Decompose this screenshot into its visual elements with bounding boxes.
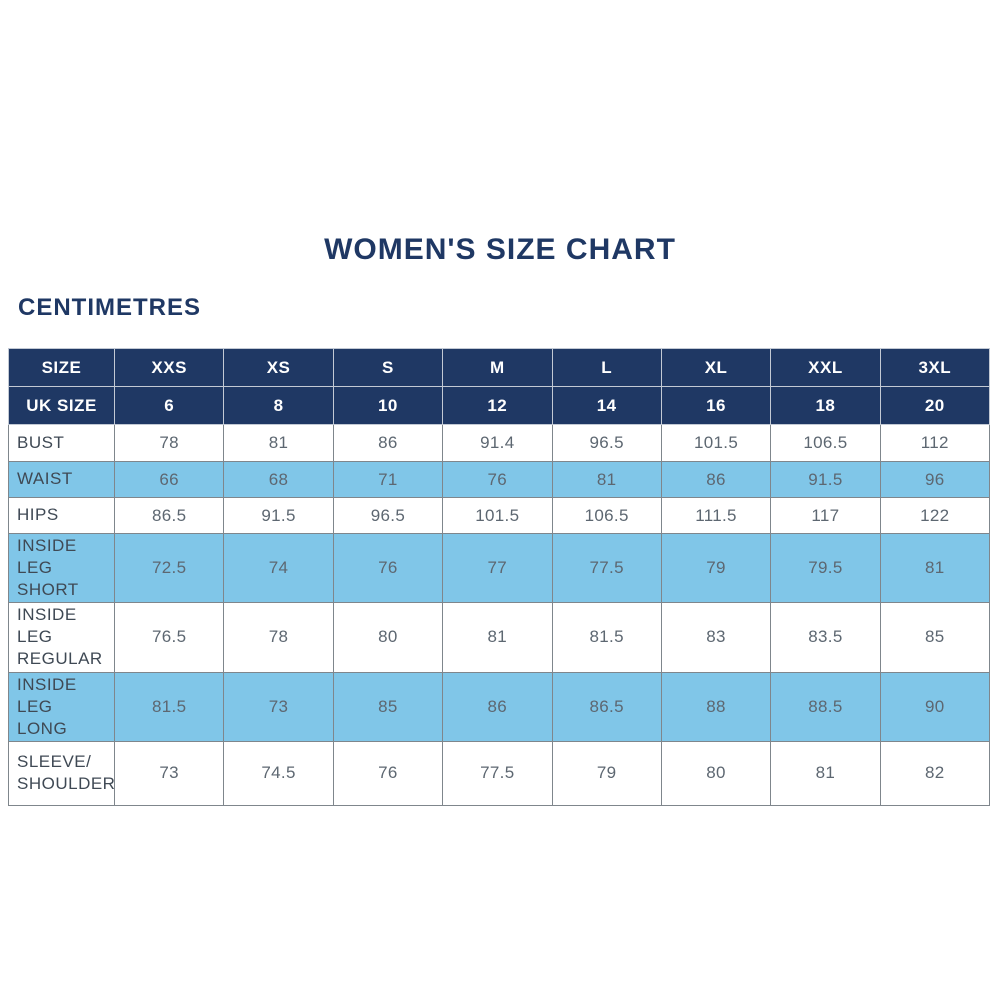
row-label-cell: HIPS	[8, 497, 115, 534]
header-value-cell: M	[442, 348, 553, 387]
header-value-cell: 8	[223, 386, 334, 425]
header-value-cell: XL	[660, 348, 772, 387]
header-value-cell: 3XL	[879, 348, 991, 387]
value-cell: 86	[442, 671, 553, 742]
value-cell: 85	[332, 671, 444, 742]
header-label-cell: SIZE	[8, 348, 115, 387]
value-cell: 68	[223, 461, 334, 498]
value-cell: 106.5	[551, 497, 662, 534]
row-label-cell: INSIDE LEG LONG	[8, 671, 115, 742]
header-label-cell: UK SIZE	[8, 386, 115, 425]
value-cell: 76	[332, 532, 444, 604]
table-row: HIPS 86.5 91.5 96.5 101.5 106.5 111.5 117 122	[8, 497, 991, 534]
value-cell: 85	[879, 602, 991, 673]
table-row: INSIDE LEG LONG 81.5 73 85 86 86.5 88 88.5 90	[8, 671, 991, 742]
value-cell: 91.5	[223, 497, 334, 534]
header-row: UK SIZE 6 8 10 12 14 16 18 20	[8, 386, 991, 425]
value-cell: 111.5	[660, 497, 772, 534]
value-cell: 80	[660, 740, 772, 806]
value-cell: 96	[879, 461, 991, 498]
value-cell: 79	[660, 532, 772, 604]
value-cell: 76.5	[113, 602, 225, 673]
value-cell: 81	[879, 532, 991, 604]
header-value-cell: 14	[551, 386, 662, 425]
header-value-cell: XXL	[770, 348, 881, 387]
value-cell: 77	[442, 532, 553, 604]
table-row: SLEEVE/ SHOULDER 73 74.5 76 77.5 79 80 81 82	[8, 740, 991, 806]
value-cell: 106.5	[770, 424, 881, 462]
value-cell: 73	[113, 740, 225, 806]
row-label-cell: INSIDE LEG SHORT	[8, 532, 115, 604]
value-cell: 77.5	[551, 532, 662, 604]
value-cell: 117	[770, 497, 881, 534]
unit-heading: CENTIMETRES	[18, 294, 202, 321]
row-label-cell: INSIDE LEG REGULAR	[8, 602, 115, 673]
value-cell: 76	[442, 461, 553, 498]
value-cell: 74	[223, 532, 334, 604]
value-cell: 86.5	[551, 671, 662, 742]
header-value-cell: 10	[332, 386, 444, 425]
value-cell: 86	[332, 424, 444, 462]
header-value-cell: XS	[223, 348, 334, 387]
value-cell: 86	[660, 461, 772, 498]
header-row: SIZE XXS XS S M L XL XXL 3XL	[8, 348, 991, 387]
value-cell: 66	[113, 461, 225, 498]
value-cell: 79.5	[770, 532, 881, 604]
value-cell: 96.5	[332, 497, 444, 534]
header-value-cell: L	[551, 348, 662, 387]
value-cell: 91.4	[442, 424, 553, 462]
value-cell: 90	[879, 671, 991, 742]
header-value-cell: 18	[770, 386, 881, 425]
value-cell: 73	[223, 671, 334, 742]
value-cell: 76	[332, 740, 444, 806]
value-cell: 86.5	[113, 497, 225, 534]
value-cell: 74.5	[223, 740, 334, 806]
header-value-cell: S	[332, 348, 444, 387]
row-label-cell: BUST	[8, 424, 115, 462]
value-cell: 77.5	[442, 740, 553, 806]
value-cell: 81.5	[113, 671, 225, 742]
table-row: INSIDE LEG SHORT 72.5 74 76 77 77.5 79 79.5 81	[8, 532, 991, 604]
value-cell: 88	[660, 671, 772, 742]
row-label-cell: WAIST	[8, 461, 115, 498]
header-value-cell: XXS	[113, 348, 225, 387]
table-row: BUST 78 81 86 91.4 96.5 101.5 106.5 112	[8, 424, 991, 462]
value-cell: 83	[660, 602, 772, 673]
page-title: WOMEN'S SIZE CHART	[324, 233, 676, 266]
header-value-cell: 6	[113, 386, 225, 425]
value-cell: 101.5	[442, 497, 553, 534]
table-row: WAIST 66 68 71 76 81 86 91.5 96	[8, 461, 991, 498]
value-cell: 122	[879, 497, 991, 534]
value-cell: 81	[223, 424, 334, 462]
value-cell: 91.5	[770, 461, 881, 498]
value-cell: 96.5	[551, 424, 662, 462]
value-cell: 88.5	[770, 671, 881, 742]
value-cell: 112	[879, 424, 991, 462]
value-cell: 101.5	[660, 424, 772, 462]
table-body: BUST 78 81 86 91.4 96.5 101.5 106.5 112 WAIST 66 68…	[8, 424, 991, 806]
value-cell: 81	[770, 740, 881, 806]
value-cell: 81	[551, 461, 662, 498]
value-cell: 72.5	[113, 532, 225, 604]
header-value-cell: 16	[660, 386, 772, 425]
value-cell: 71	[332, 461, 444, 498]
value-cell: 82	[879, 740, 991, 806]
table-header: SIZE XXS XS S M L XL XXL 3XL UK SIZE 6 8 10 12 14 16 18 2…	[8, 348, 991, 425]
header-value-cell: 20	[879, 386, 991, 425]
table-row: INSIDE LEG REGULAR 76.5 78 80 81 81.5 83 83.5 85	[8, 602, 991, 673]
value-cell: 80	[332, 602, 444, 673]
value-cell: 81	[442, 602, 553, 673]
value-cell: 81.5	[551, 602, 662, 673]
row-label-cell: SLEEVE/ SHOULDER	[8, 740, 115, 806]
header-value-cell: 12	[442, 386, 553, 425]
value-cell: 79	[551, 740, 662, 806]
value-cell: 83.5	[770, 602, 881, 673]
value-cell: 78	[113, 424, 225, 462]
value-cell: 78	[223, 602, 334, 673]
size-chart-table: SIZE XXS XS S M L XL XXL 3XL UK SIZE 6 8 10 12 14 16 18 2…	[8, 348, 991, 806]
